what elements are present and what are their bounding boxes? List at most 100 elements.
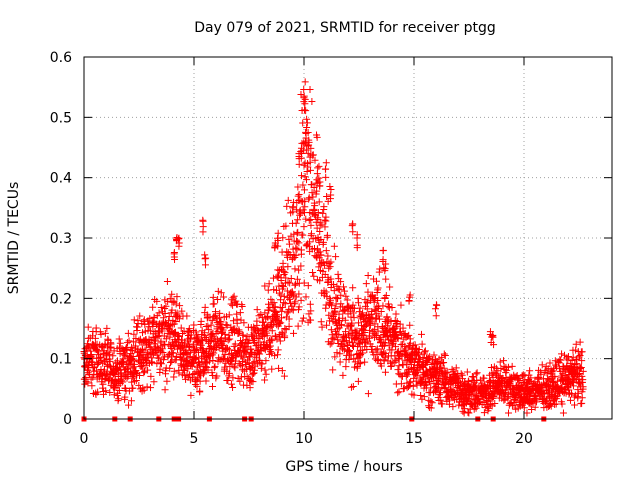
data-point (376, 315, 384, 323)
data-point (103, 324, 111, 332)
data-point (301, 95, 309, 103)
data-point (303, 168, 311, 176)
data-point (363, 305, 371, 313)
data-point (520, 404, 528, 412)
data-point (327, 191, 335, 199)
data-point (160, 314, 168, 322)
data-point (308, 230, 316, 238)
data-point (487, 363, 495, 371)
data-point (249, 378, 257, 386)
x-tick-label: 0 (80, 431, 89, 447)
data-point (209, 383, 217, 391)
data-point (480, 409, 488, 417)
data-point (568, 370, 576, 378)
data-point (196, 387, 204, 395)
data-point (295, 290, 303, 298)
data-point (140, 369, 148, 377)
data-point (197, 372, 205, 380)
x-tick-label: 15 (405, 431, 423, 447)
data-point (264, 286, 272, 294)
data-point (161, 309, 169, 317)
data-point (226, 335, 234, 343)
data-point (410, 391, 418, 399)
data-point (114, 365, 122, 373)
data-point (433, 301, 441, 309)
data-point (131, 360, 139, 368)
data-point (337, 300, 345, 308)
data-point (340, 283, 348, 291)
data-point (127, 397, 135, 405)
data-point (326, 340, 334, 348)
data-point (546, 359, 554, 367)
data-point (331, 353, 339, 361)
data-point (275, 289, 283, 297)
data-point (294, 322, 302, 330)
data-point (301, 106, 309, 114)
data-point (166, 295, 174, 303)
data-point (449, 403, 457, 411)
data-point (220, 293, 228, 301)
data-point (292, 244, 300, 252)
data-point (268, 327, 276, 335)
data-point (349, 284, 357, 292)
data-point (362, 280, 370, 288)
data-point (308, 98, 316, 106)
data-point (457, 370, 465, 378)
data-point (382, 275, 390, 283)
data-point (242, 360, 250, 368)
data-point (91, 334, 99, 342)
y-tick-label: 0.5 (50, 110, 72, 126)
data-point (331, 304, 339, 312)
data-point (163, 377, 171, 385)
data-point (201, 261, 209, 269)
data-point (559, 409, 567, 417)
data-point (353, 244, 361, 252)
data-point (336, 350, 344, 358)
data-point (193, 382, 201, 390)
data-point (327, 326, 335, 334)
data-point (350, 314, 358, 322)
data-point (402, 345, 410, 353)
data-point (576, 351, 584, 359)
data-point (351, 358, 359, 366)
data-point (275, 364, 283, 372)
data-point (290, 230, 298, 238)
data-point (374, 284, 382, 292)
data-point (289, 203, 297, 211)
data-point (235, 328, 243, 336)
data-point (305, 194, 313, 202)
data-point (176, 302, 184, 310)
data-point (322, 288, 330, 296)
data-point (253, 306, 261, 314)
data-point (187, 391, 195, 399)
data-point (566, 396, 574, 404)
x-tick-label: 10 (295, 431, 313, 447)
data-point (398, 352, 406, 360)
data-point (175, 332, 183, 340)
data-point (362, 322, 370, 330)
data-point (311, 202, 319, 210)
data-point (292, 251, 300, 259)
data-point (412, 367, 420, 375)
data-point (472, 381, 480, 389)
data-point (430, 351, 438, 359)
data-point (274, 351, 282, 359)
data-point (238, 303, 246, 311)
data-point (318, 323, 326, 331)
data-point (275, 282, 283, 290)
data-point (279, 303, 287, 311)
data-point (300, 92, 308, 100)
data-point (292, 219, 300, 227)
data-point (349, 220, 357, 228)
data-point (338, 321, 346, 329)
data-point (218, 329, 226, 337)
data-point (368, 342, 376, 350)
data-point (399, 324, 407, 332)
data-point (457, 379, 465, 387)
data-point (213, 372, 221, 380)
data-point (418, 340, 426, 348)
data-point (341, 316, 349, 324)
data-point (297, 90, 305, 98)
data-point (155, 354, 163, 362)
